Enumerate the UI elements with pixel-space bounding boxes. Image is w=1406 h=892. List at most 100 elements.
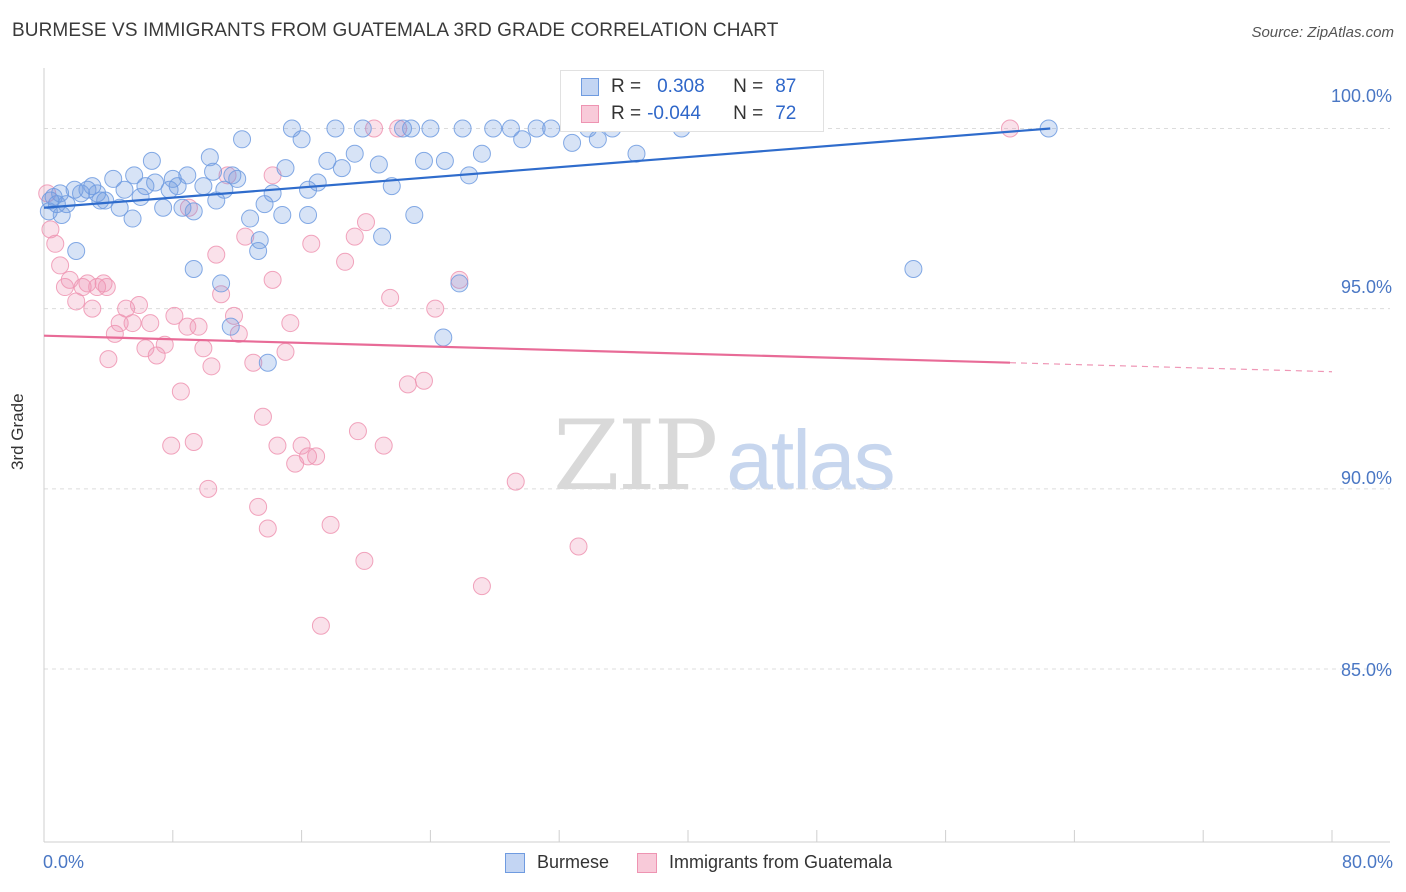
trend-lines (43, 127, 1333, 373)
burmese-point (184, 202, 203, 221)
guatemala-points (38, 119, 1019, 635)
watermark-atlas: atlas (726, 413, 895, 507)
guatemala-point (268, 436, 287, 455)
guatemala-point (357, 213, 375, 232)
guatemala-point (348, 422, 367, 441)
guatemala-point (506, 472, 525, 491)
burmese-point (542, 119, 561, 138)
burmese-point (146, 173, 165, 192)
burmese-trend-line (43, 127, 1051, 209)
guatemala-point (97, 278, 116, 297)
burmese-point (369, 155, 388, 174)
x-tick-label-min: 0.0% (43, 852, 85, 872)
guatemala-point (129, 296, 148, 315)
y-tick-label-100: 100.0% (1330, 86, 1392, 106)
guatemala-point (184, 432, 203, 451)
burmese-point (136, 177, 155, 196)
burmese-point (67, 241, 86, 260)
burmese-point (115, 180, 134, 199)
guatemala-point (41, 220, 60, 239)
burmese-point (204, 162, 223, 181)
legend-item-guatemala[interactable]: Immigrants from Guatemala (637, 852, 892, 873)
burmese-point (241, 209, 260, 228)
burmese-point (47, 195, 66, 214)
guatemala-point (302, 234, 321, 253)
burmese-point (563, 133, 582, 152)
series-legend: Burmese Immigrants from Guatemala (505, 852, 920, 873)
y-tick-label-85: 85.0% (1340, 660, 1392, 680)
guatemala-point (374, 436, 393, 455)
x-tick-label-max: 80.0% (1341, 852, 1393, 872)
burmese-point (501, 119, 520, 138)
burmese-point (627, 144, 646, 163)
guatemala-point (224, 306, 243, 325)
burmese-point (904, 260, 923, 279)
guatemala-point (123, 314, 142, 333)
guatemala-point (321, 515, 340, 534)
burmese-point (588, 130, 607, 149)
burmese-point (91, 191, 110, 210)
stats-legend: R = 0.308 N = 87 R = -0.044 N = 72 (560, 70, 824, 132)
burmese-point (110, 198, 129, 217)
grid-lines (44, 127, 1390, 670)
guatemala-point (194, 339, 213, 358)
watermark-zip: ZIP (553, 400, 718, 512)
n-label: N = (733, 103, 764, 124)
guatemala-point (355, 551, 374, 570)
burmese-point (299, 205, 318, 224)
guatemala-point (73, 278, 92, 297)
guatemala-point (99, 350, 118, 369)
legend-label-guatemala: Immigrants from Guatemala (669, 852, 893, 872)
burmese-point (250, 231, 269, 250)
r-label: R = (611, 76, 642, 97)
burmese-point (125, 166, 144, 185)
guatemala-point (202, 357, 221, 376)
burmese-point (276, 159, 295, 178)
guatemala-point (472, 577, 491, 596)
burmese-point (308, 173, 327, 192)
burmese-point (228, 169, 247, 188)
legend-item-burmese[interactable]: Burmese (505, 852, 609, 873)
y-tick-label-90: 90.0% (1340, 468, 1392, 488)
burmese-point (345, 144, 364, 163)
burmese-point (332, 159, 351, 178)
guatemala-n-value: 72 (775, 103, 797, 124)
guatemala-r-value: -0.044 (647, 103, 701, 124)
guatemala-point (179, 198, 198, 217)
guatemala-point (276, 342, 295, 361)
guatemala-point (426, 299, 445, 318)
burmese-point (212, 274, 231, 293)
burmese-point (154, 198, 173, 217)
burmese-point (221, 317, 240, 336)
guatemala-point (281, 314, 300, 333)
burmese-point (223, 166, 242, 185)
guatemala-point (263, 270, 282, 289)
guatemala-point (249, 497, 268, 516)
burmese-point (104, 169, 123, 188)
burmese-point (142, 151, 161, 170)
legend-label-burmese: Burmese (537, 852, 610, 872)
guatemala-point (1001, 119, 1019, 138)
burmese-legend-swatch (505, 852, 525, 873)
burmese-point (173, 198, 192, 217)
burmese-point (414, 151, 433, 170)
guatemala-point (94, 274, 113, 293)
guatemala-legend-swatch (637, 852, 658, 873)
burmese-point (51, 184, 70, 203)
guatemala-point (46, 234, 65, 253)
burmese-point (263, 184, 282, 203)
guatemala-point (569, 537, 588, 556)
burmese-point (472, 144, 491, 163)
watermark: ZIP atlas (553, 400, 896, 512)
n-label: N = (733, 76, 764, 97)
guatemala-point (136, 339, 155, 358)
guatemala-point (51, 256, 70, 275)
guatemala-point (253, 407, 272, 426)
chart-title: BURMESE VS IMMIGRANTS FROM GUATEMALA 3RD… (12, 20, 779, 41)
guatemala-point (292, 436, 311, 455)
burmese-point (258, 353, 277, 372)
guatemala-point (155, 335, 174, 354)
guatemala-point (307, 447, 326, 466)
burmese-point (78, 180, 97, 199)
